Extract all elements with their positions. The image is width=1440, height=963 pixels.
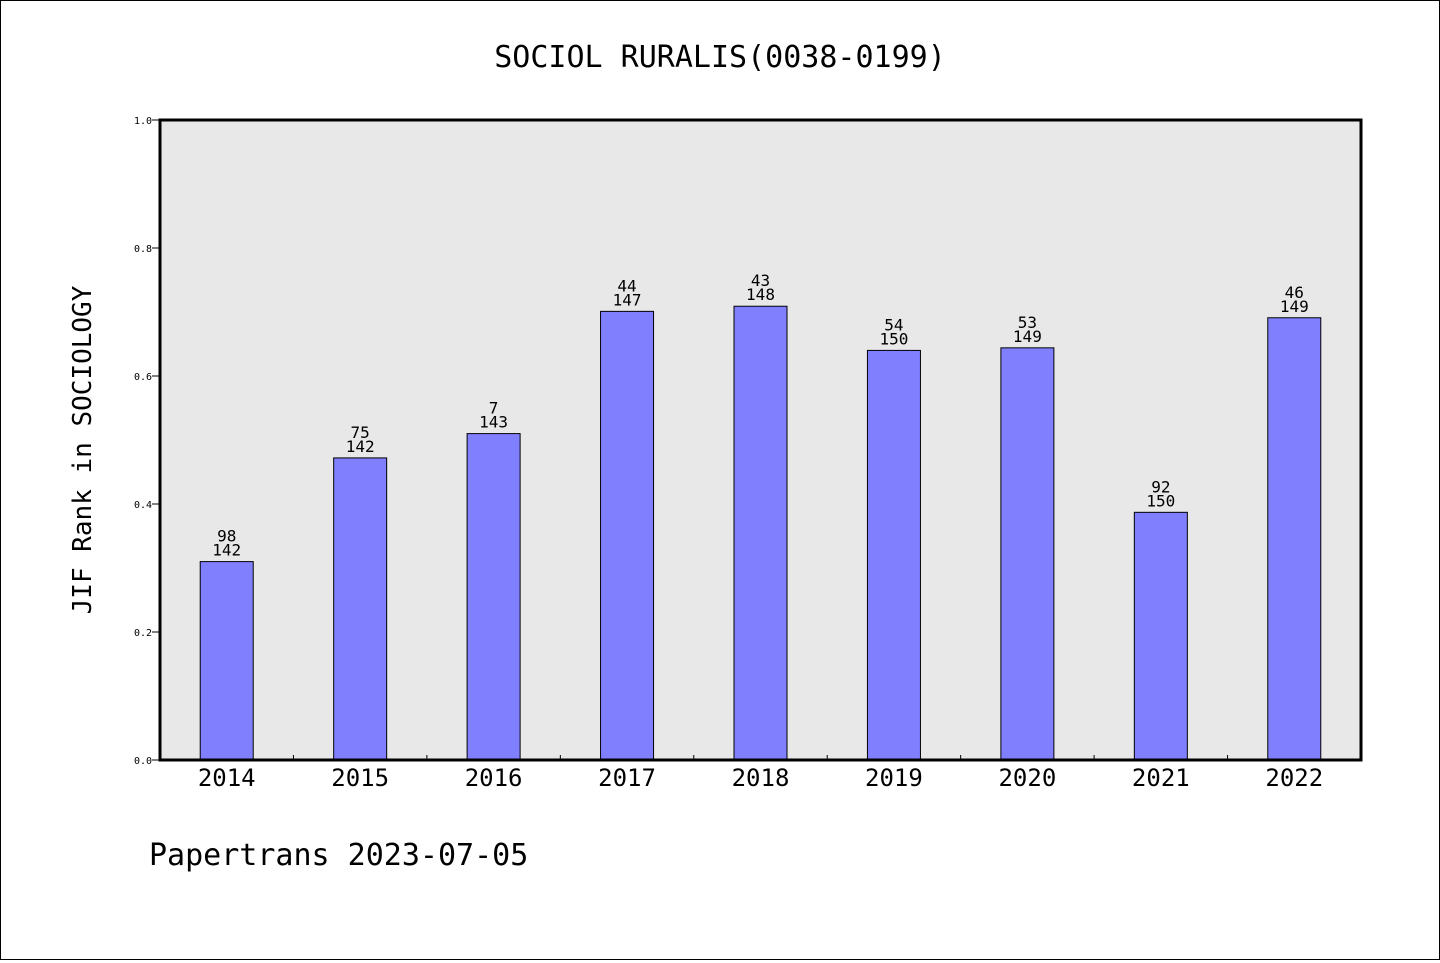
bar-2019 xyxy=(866,349,921,761)
y-tick-label: 0.2 xyxy=(134,628,152,639)
bar-rank-label: 54 xyxy=(884,315,903,334)
bar-total-label: 142 xyxy=(346,437,375,456)
bar-2018 xyxy=(733,305,788,761)
bar-rank-label: 44 xyxy=(617,276,636,295)
bar-2021 xyxy=(1133,511,1188,761)
bar-rank-label: 7 xyxy=(489,399,499,418)
y-axis: 0.0 0.2 0.4 0.6 0.8 1.0 xyxy=(134,116,160,767)
bar-2017 xyxy=(600,310,655,761)
bar-total-label: 149 xyxy=(1013,327,1042,346)
x-tick-label: 2022 xyxy=(1265,764,1323,792)
bar-total-label: 142 xyxy=(212,541,241,560)
bar-2016 xyxy=(466,433,521,761)
y-tick-label: 0.8 xyxy=(134,244,152,255)
bar-total-label: 150 xyxy=(879,329,908,348)
x-tick-label: 2017 xyxy=(598,764,656,792)
x-tick-label: 2014 xyxy=(198,764,256,792)
y-tick-label: 1.0 xyxy=(134,116,152,127)
x-tick-label: 2020 xyxy=(998,764,1056,792)
plot-border xyxy=(158,118,1363,762)
x-tick-label: 2021 xyxy=(1132,764,1190,792)
x-tick-label: 2015 xyxy=(331,764,389,792)
bar-total-label: 150 xyxy=(1146,491,1175,510)
bar-total-label: 148 xyxy=(746,285,775,304)
x-tick-label: 2019 xyxy=(865,764,923,792)
x-tick-label: 2018 xyxy=(732,764,790,792)
bar-2022 xyxy=(1267,317,1322,761)
x-tick-label: 2016 xyxy=(465,764,523,792)
y-axis-label: JIF Rank in SOCIOLOGY xyxy=(68,285,98,614)
bar-2020 xyxy=(1000,347,1055,761)
bars-layer xyxy=(199,305,1322,761)
bar-rank-label: 43 xyxy=(751,271,770,290)
bar-2015 xyxy=(333,457,388,761)
bar-rank-label: 53 xyxy=(1018,313,1037,332)
bar-total-label: 147 xyxy=(613,290,642,309)
bar-rank-label: 98 xyxy=(217,527,236,546)
x-axis: 2014 2015 2016 2017 2018 2019 2020 2021 2022 xyxy=(198,755,1323,792)
chart-title: SOCIOL RURALIS(0038-0199) xyxy=(494,40,946,75)
y-tick-label: 0.0 xyxy=(134,756,152,767)
y-tick-label: 0.6 xyxy=(134,372,152,383)
bar-total-label: 143 xyxy=(479,413,508,432)
bar-labels-layer: 9814275142714344147431485415053149921504… xyxy=(212,271,1308,559)
bar-2014 xyxy=(199,561,254,761)
bar-rank-label: 75 xyxy=(351,423,370,442)
bar-total-label: 149 xyxy=(1280,297,1309,316)
footer-credit: Papertrans 2023-07-05 xyxy=(149,838,528,873)
bar-rank-label: 92 xyxy=(1151,477,1170,496)
y-tick-label: 0.4 xyxy=(134,500,152,511)
bar-rank-label: 46 xyxy=(1285,283,1304,302)
